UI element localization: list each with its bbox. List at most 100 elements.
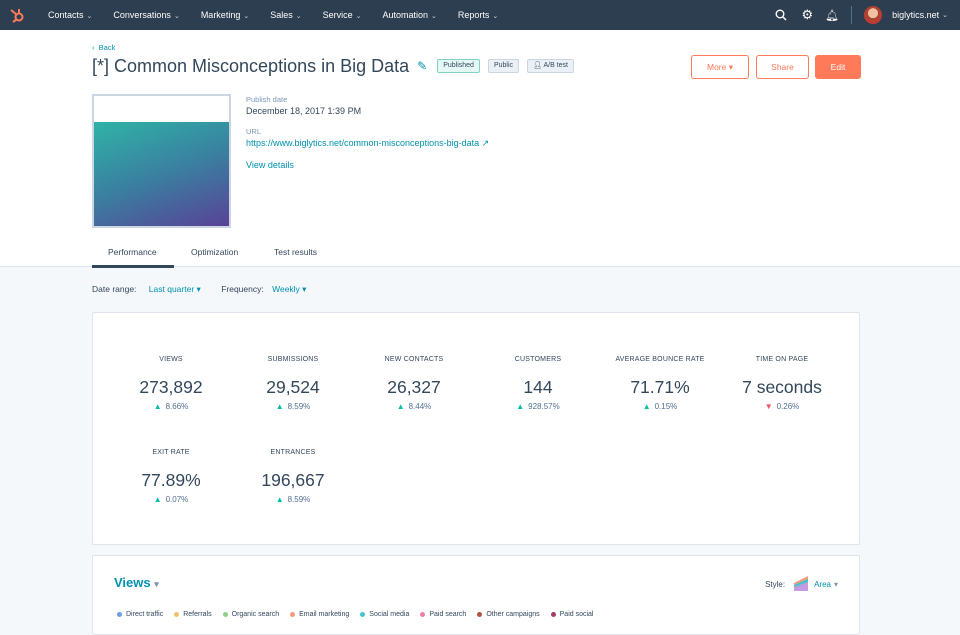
chevron-down-icon: ⌄ (492, 13, 499, 20)
style-selector[interactable]: Style: Area ▾ (765, 576, 838, 592)
stat-change: ▼ 0.26% (764, 402, 800, 411)
frequency-label: Frequency: (221, 284, 264, 294)
nav-marketing[interactable]: Marketing ⌄ (201, 10, 249, 20)
stat-value: 26,327 (387, 377, 441, 397)
stat-label: Customers (514, 356, 562, 363)
legend-dot (477, 612, 483, 617)
url-label: URL (246, 127, 262, 136)
stat-value: 29,524 (266, 377, 320, 397)
legend-dot (290, 612, 296, 617)
stat-label: New contacts (384, 356, 444, 363)
legend-item[interactable]: Email marketing (290, 611, 349, 618)
legend-label: Email marketing (299, 611, 350, 618)
legend-dot (360, 612, 366, 617)
tab-optimization[interactable]: Optimization (191, 247, 239, 257)
chart-legend: Direct traffic Referrals Organic search Ema… (117, 611, 605, 618)
nav-label: Reports (457, 10, 490, 20)
tab-performance[interactable]: Performance (108, 247, 157, 257)
publish-date-label: Publish date (246, 95, 288, 104)
chart-card: Views ▾ Style: Area ▾ Direct traffic Refer… (92, 555, 860, 635)
arrow-up-icon: ▲ (275, 495, 284, 504)
more-button[interactable]: More ▾ (691, 55, 749, 79)
frequency-dropdown[interactable]: Weekly ▾ (272, 284, 307, 294)
search-icon[interactable] (775, 9, 787, 21)
legend-dot (420, 612, 426, 617)
legend-item[interactable]: Social media (360, 611, 409, 618)
top-nav: Contacts ⌄ Conversations ⌄ Marketing ⌄ Sales ⌄ S… (0, 0, 960, 30)
legend-item[interactable]: Referrals (174, 611, 212, 618)
stat-exit-rate: Exit rate 77.89% ▲ 0.07% (110, 449, 232, 504)
legend-label: Paid search (429, 611, 467, 618)
legend-item[interactable]: Paid social (550, 611, 594, 618)
divider (851, 6, 853, 24)
edit-button[interactable]: Edit (815, 55, 861, 79)
nav-contacts[interactable]: Contacts ⌄ (48, 10, 92, 20)
ab-test-badge: 👤︎ A/B test (527, 59, 574, 73)
legend-label: Organic search (231, 611, 280, 618)
pencil-icon[interactable]: ✎ (417, 59, 428, 73)
legend-item[interactable]: Other campaigns (477, 611, 540, 618)
hubspot-logo-icon[interactable] (8, 6, 26, 24)
avatar[interactable] (864, 6, 883, 24)
stat-change: ▲ 8.44% (396, 402, 432, 411)
arrow-up-icon: ▲ (153, 495, 162, 504)
arrow-up-icon: ▲ (396, 402, 405, 411)
back-link[interactable]: ‹ Back (92, 43, 116, 52)
chevron-down-icon: ⌄ (942, 12, 948, 19)
share-button[interactable]: Share (756, 55, 809, 79)
view-details-link[interactable]: View details (246, 160, 294, 170)
active-tab-indicator (92, 265, 174, 268)
filters-bar: Date range: Last quarter ▾ Frequency: We… (92, 284, 306, 295)
date-range-dropdown[interactable]: Last quarter ▾ (148, 284, 201, 294)
chevron-down-icon: ⌄ (355, 13, 362, 20)
stat-label: Submissions (267, 356, 319, 363)
metric-dropdown[interactable]: Views ▾ (114, 575, 159, 590)
bell-icon[interactable]: 🔔︎ (825, 9, 840, 22)
stat-new-contacts: New contacts 26,327 ▲ 8.44% (353, 356, 475, 411)
nav-automation[interactable]: Automation ⌄ (382, 10, 436, 20)
arrow-up-icon: ▲ (275, 402, 284, 411)
page-preview-thumbnail[interactable] (92, 94, 231, 228)
legend-label: Social media (369, 611, 410, 618)
nav-conversations[interactable]: Conversations ⌄ (113, 10, 179, 20)
stat-value: 77.89% (141, 470, 201, 490)
page-url-link[interactable]: https://www.biglytics.net/common-misconc… (246, 138, 490, 148)
stat-value: 71.71% (630, 377, 690, 397)
legend-dot (174, 612, 180, 617)
stat-change: ▲ 928.57% (516, 402, 560, 411)
page-title: [*] Common Misconceptions in Big Data (92, 55, 410, 76)
chevron-down-icon: ⌄ (431, 13, 437, 20)
gear-icon[interactable]: ⚙ (801, 7, 814, 22)
title-row: [*] Common Misconceptions in Big Data ✎ … (92, 54, 582, 78)
chevron-down-icon: ⌄ (243, 13, 250, 20)
nav-reports[interactable]: Reports ⌄ (458, 10, 498, 20)
stat-change: ▲ 8.59% (275, 495, 311, 504)
nav-sales[interactable]: Sales ⌄ (270, 10, 301, 20)
chevron-down-icon: ⌄ (173, 13, 180, 20)
nav-label: Service (322, 10, 353, 20)
legend-dot (550, 612, 556, 617)
stat-change: ▲ 8.59% (275, 402, 311, 411)
stat-value: 144 (523, 377, 553, 397)
legend-item[interactable]: Direct traffic (117, 611, 163, 618)
account-menu[interactable]: biglytics.net (892, 10, 940, 20)
stat-label: Time on page (755, 356, 809, 363)
stat-label: Entrances (270, 449, 316, 456)
stat-value: 196,667 (261, 470, 325, 490)
arrow-down-icon: ▼ (764, 402, 773, 411)
arrow-up-icon: ▲ (516, 402, 525, 411)
legend-item[interactable]: Paid search (420, 611, 466, 618)
stat-label: Average bounce rate (615, 356, 705, 363)
stat-entrances: Entrances 196,667 ▲ 8.59% (232, 449, 354, 504)
external-link-icon: ↗ (481, 138, 490, 148)
user-icon: 👤︎ (533, 62, 544, 69)
stat-time-on-page: Time on page 7 seconds ▼ 0.26% (721, 356, 843, 411)
legend-item[interactable]: Organic search (222, 611, 280, 618)
date-range-label: Date range: (92, 284, 137, 294)
nav-service[interactable]: Service ⌄ (323, 10, 362, 20)
area-chart-icon (794, 576, 809, 591)
nav-label: Marketing (200, 10, 241, 20)
stat-submissions: Submissions 29,524 ▲ 8.59% (232, 356, 354, 411)
stat-label: Views (159, 356, 183, 363)
tab-test-results[interactable]: Test results (274, 247, 317, 257)
